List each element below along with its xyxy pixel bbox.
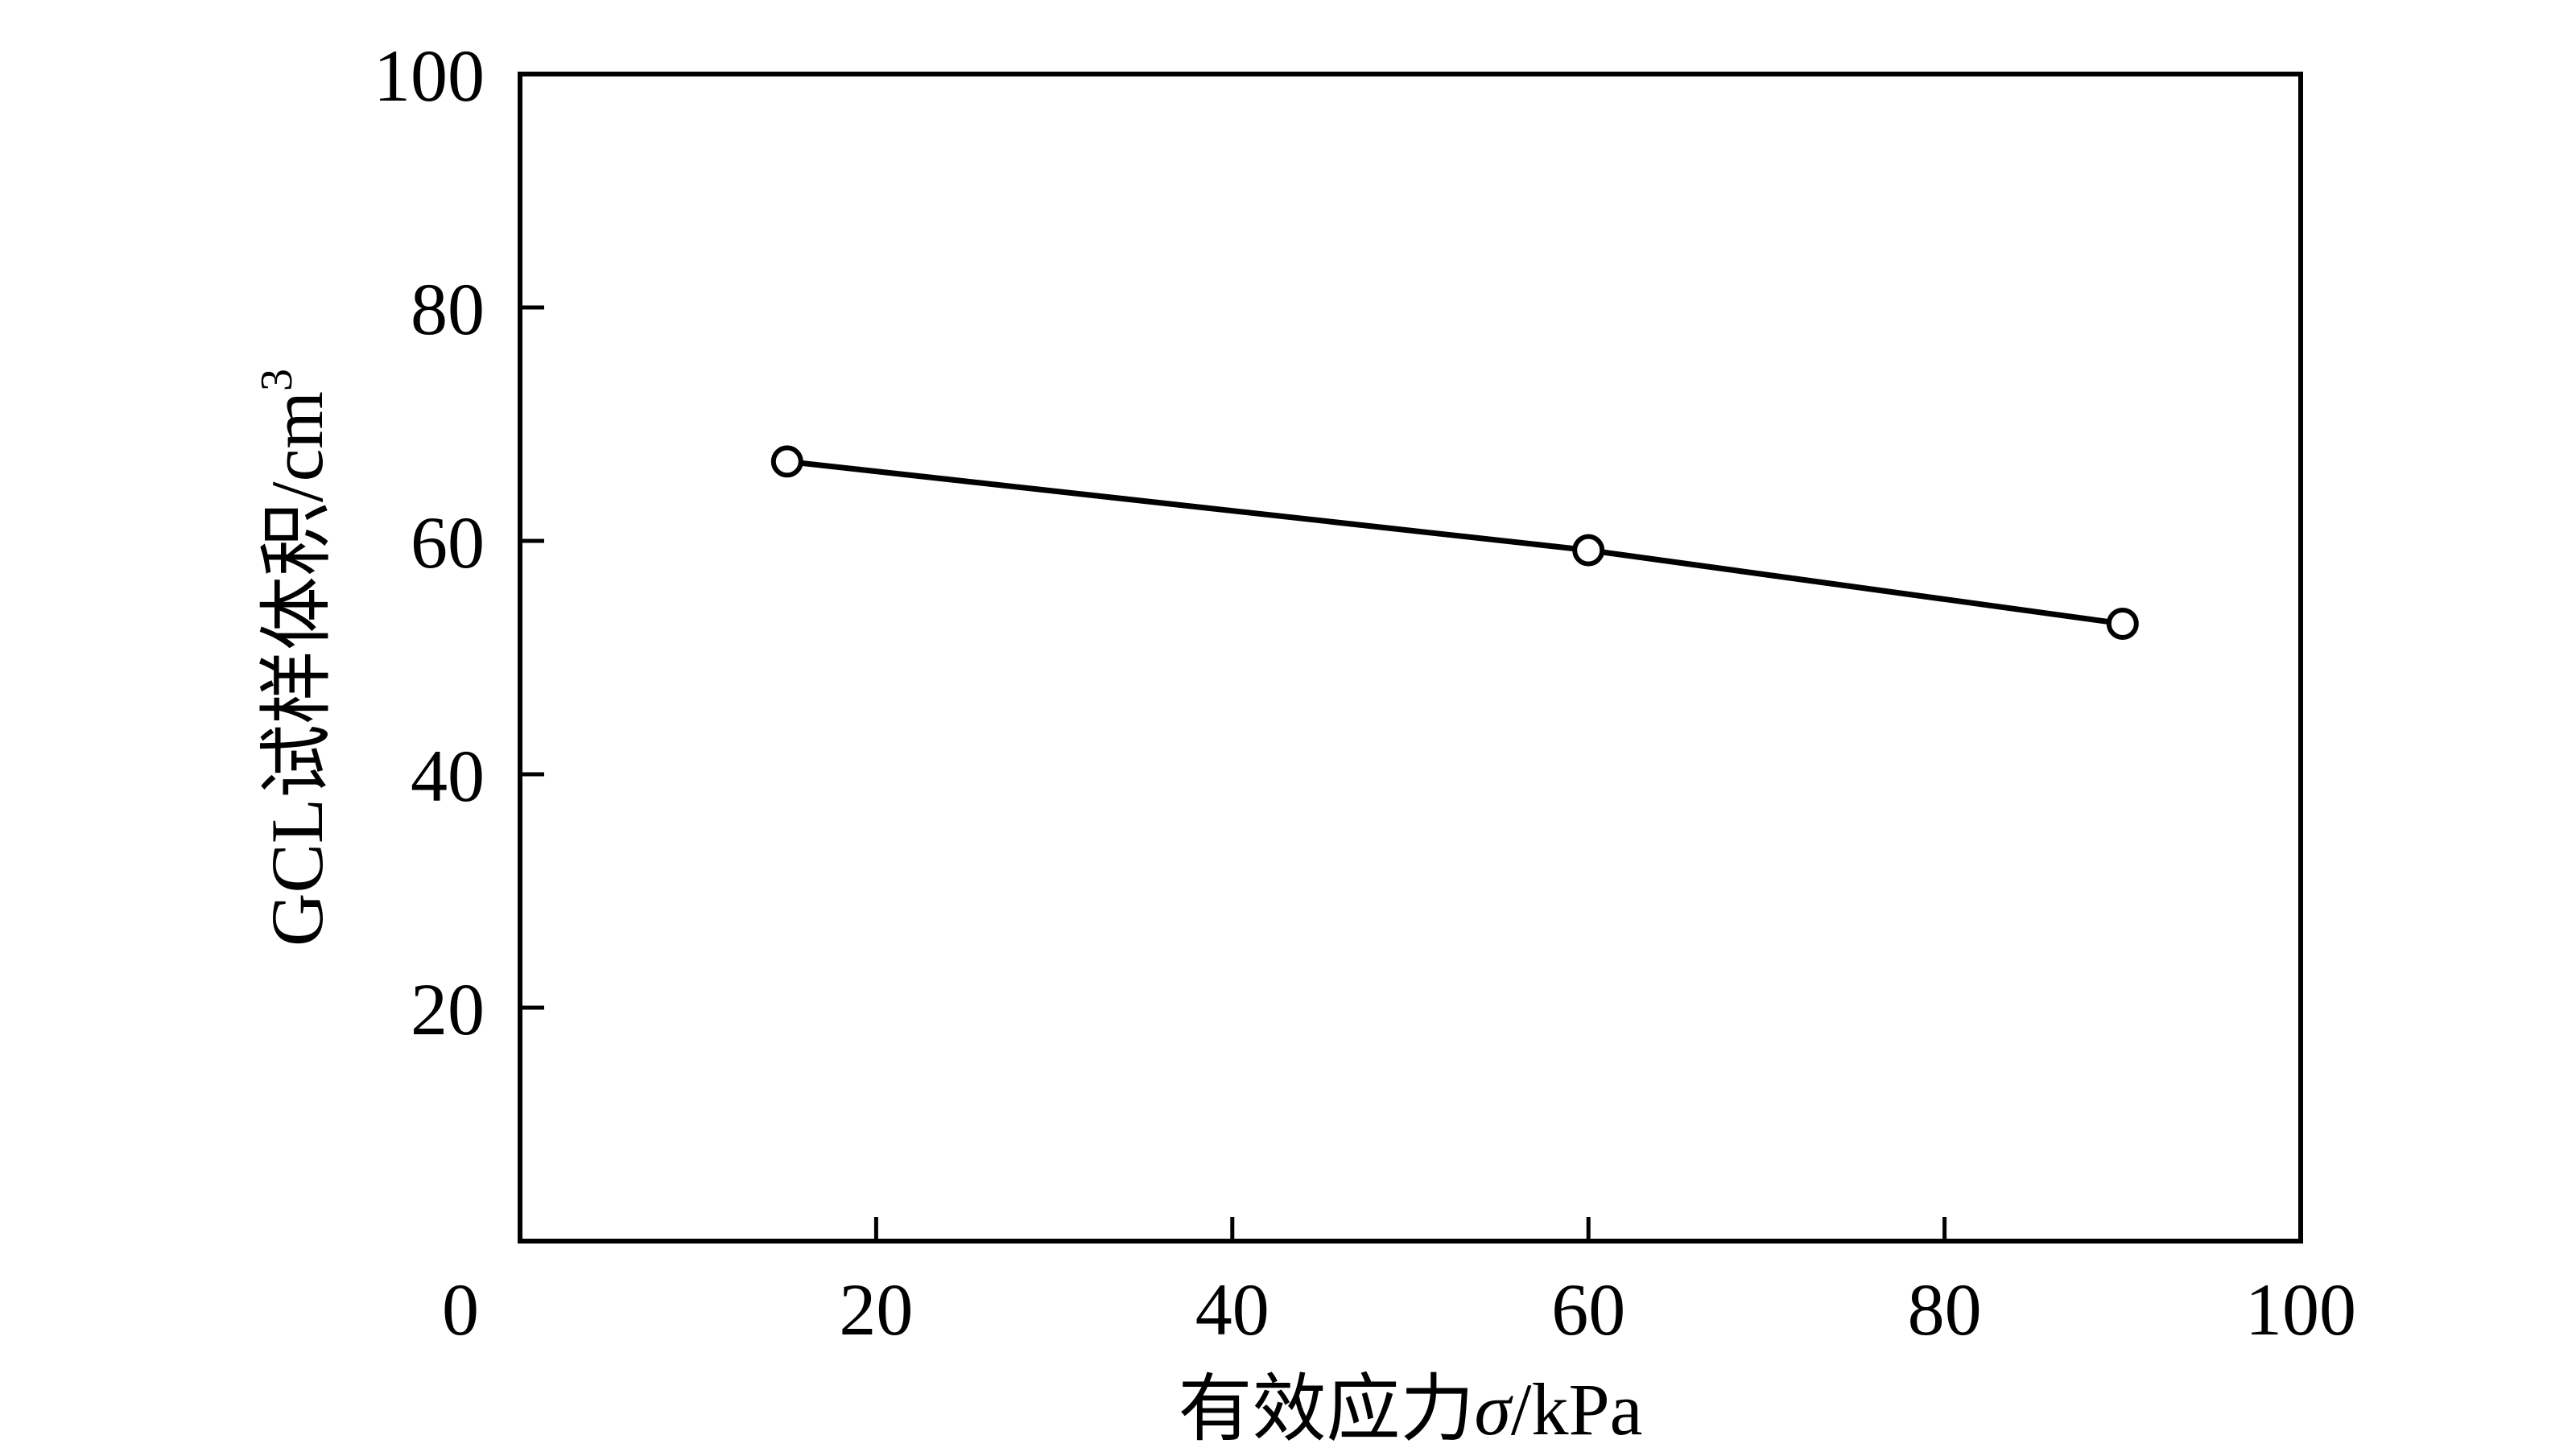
x-axis-label: 有效应力σ/kPa — [1179, 1368, 1643, 1450]
y-tick-label: 20 — [411, 968, 485, 1050]
x-axis-label-symbol: σ — [1475, 1368, 1514, 1450]
data-point-marker — [1572, 534, 1605, 567]
x-tick-label: 60 — [1551, 1268, 1625, 1351]
x-tick-label: 40 — [1195, 1268, 1269, 1351]
data-point-marker — [770, 445, 803, 478]
y-tick-label: 80 — [411, 268, 485, 350]
y-axis-label: GCL试样体积/cm3 — [252, 369, 338, 947]
x-tick-label: 100 — [2245, 1268, 2356, 1351]
y-axis-label-main: GCL试样体积/cm — [256, 391, 338, 947]
y-tick-label: 40 — [411, 735, 485, 817]
plot-layer — [770, 445, 2139, 640]
axes-layer: 20 40 60 80 100 20 40 60 80 100 — [374, 35, 2356, 1351]
origin-tick-label: 0 — [442, 1268, 479, 1351]
y-axis-label-superscript: 3 — [252, 369, 302, 391]
y-tick-label: 100 — [374, 35, 485, 117]
x-axis-label-unit: /kPa — [1511, 1368, 1643, 1450]
series-line — [786, 458, 2124, 627]
y-tick-label: 60 — [411, 501, 485, 584]
plot-frame — [518, 72, 2303, 1244]
x-tick-label: 80 — [1908, 1268, 1982, 1351]
x-tick-label: 20 — [839, 1268, 913, 1351]
x-axis-label-main: 有效应力 — [1179, 1368, 1475, 1450]
data-point-marker — [2106, 607, 2139, 640]
